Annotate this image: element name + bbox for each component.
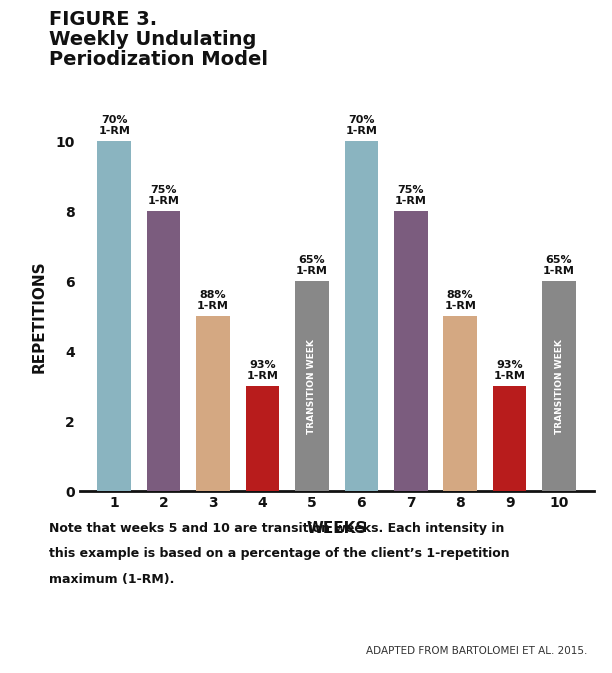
Bar — [542, 281, 576, 491]
Text: TRANSITION WEEK: TRANSITION WEEK — [554, 339, 564, 433]
Bar — [147, 211, 181, 491]
Bar — [196, 316, 230, 491]
Text: 88%
1-RM: 88% 1-RM — [197, 290, 229, 311]
Text: this example is based on a percentage of the client’s 1-repetition: this example is based on a percentage of… — [49, 547, 510, 560]
Bar — [394, 211, 428, 491]
Text: ADAPTED FROM BARTOLOMEI ET AL. 2015.: ADAPTED FROM BARTOLOMEI ET AL. 2015. — [366, 646, 588, 656]
Bar — [443, 316, 477, 491]
Text: 70%
1-RM: 70% 1-RM — [345, 115, 377, 136]
Text: 88%
1-RM: 88% 1-RM — [444, 290, 476, 311]
Text: 93%
1-RM: 93% 1-RM — [247, 360, 278, 381]
X-axis label: WEEKS: WEEKS — [307, 522, 367, 536]
Text: 65%
1-RM: 65% 1-RM — [296, 255, 328, 276]
Text: Weekly Undulating: Weekly Undulating — [49, 30, 256, 49]
Text: 75%
1-RM: 75% 1-RM — [395, 185, 427, 206]
Text: 70%
1-RM: 70% 1-RM — [98, 115, 130, 136]
Bar — [345, 141, 378, 491]
Bar — [245, 386, 279, 491]
Text: Note that weeks 5 and 10 are transition weeks. Each intensity in: Note that weeks 5 and 10 are transition … — [49, 522, 504, 534]
Text: 65%
1-RM: 65% 1-RM — [543, 255, 575, 276]
Text: FIGURE 3.: FIGURE 3. — [49, 10, 157, 29]
Text: Periodization Model: Periodization Model — [49, 50, 268, 69]
Text: 75%
1-RM: 75% 1-RM — [147, 185, 179, 206]
Bar — [97, 141, 131, 491]
Text: 93%
1-RM: 93% 1-RM — [494, 360, 526, 381]
Y-axis label: REPETITIONS: REPETITIONS — [32, 260, 47, 373]
Bar — [493, 386, 526, 491]
Text: maximum (1-RM).: maximum (1-RM). — [49, 573, 174, 586]
Bar — [295, 281, 329, 491]
Text: TRANSITION WEEK: TRANSITION WEEK — [307, 339, 316, 433]
